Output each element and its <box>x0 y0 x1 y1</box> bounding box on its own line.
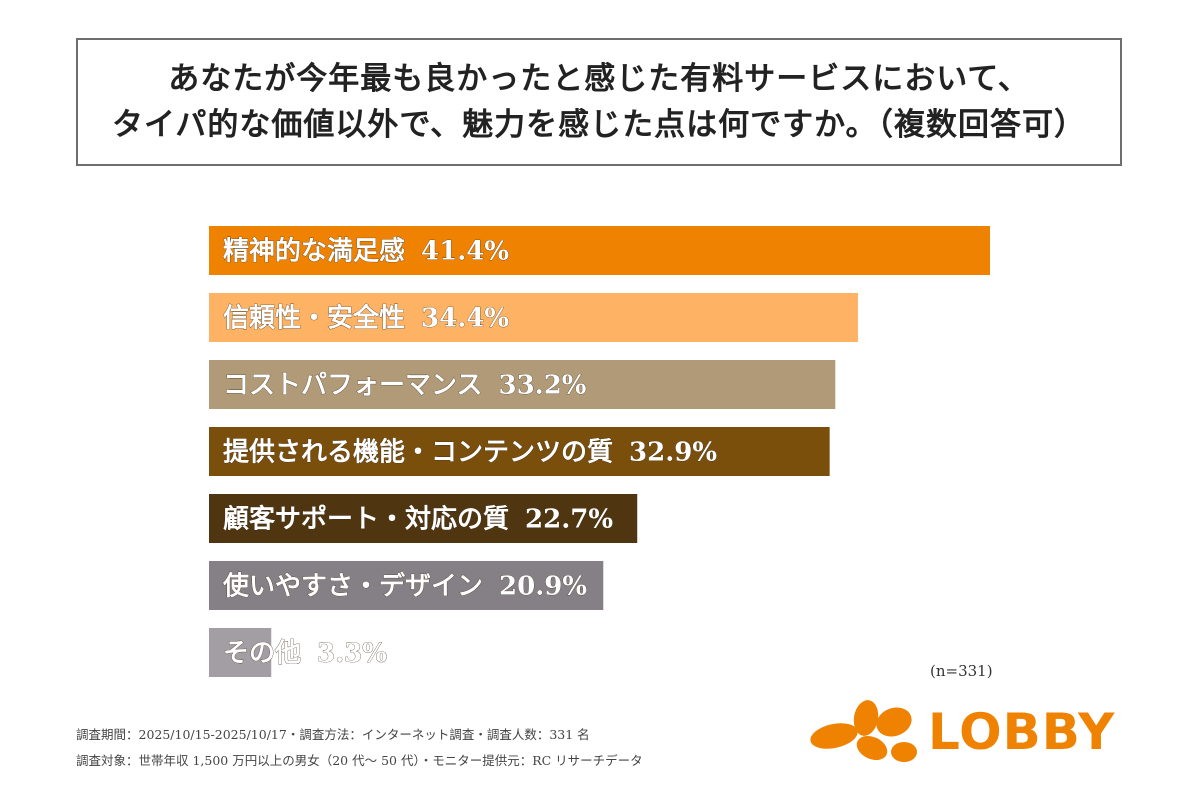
category-label-6: 使いやすさ・デザイン <box>222 571 483 602</box>
value-label-3: 33.2% <box>498 371 586 401</box>
logo-text: LOBBY <box>928 703 1116 761</box>
category-label-1: 精神的な満足感 <box>223 236 405 267</box>
bar-3 <box>209 360 836 409</box>
value-label-6: 20.9% <box>499 572 587 602</box>
bar-7 <box>209 628 272 677</box>
bar-label-7: その他 3.3% <box>223 639 387 669</box>
category-label-5: 顧客サポート・対応の質 <box>223 504 509 535</box>
value-label-7: 3.3% <box>317 639 387 669</box>
value-label-2: 34.4% <box>421 304 509 334</box>
bar-4 <box>209 427 830 476</box>
lobby-leaf-icon <box>810 700 917 762</box>
category-label-4: 提供される機能・コンテンツの質 <box>223 437 613 468</box>
bar-label-6: 使いやすさ・デザイン 20.9% <box>222 571 587 602</box>
bar-1 <box>209 226 990 275</box>
question-title-line-1: あなたが今年最も良かったと感じた有料サービスにおいて、 <box>168 61 1030 97</box>
value-label-4: 32.9% <box>629 438 717 468</box>
survey-footnote-period: 調査期間：2025/10/15-2025/10/17・調査方法：インターネット調… <box>76 727 590 742</box>
bar-label-5: 顧客サポート・対応の質 22.7% <box>223 504 613 535</box>
question-title-box: あなたが今年最も良かったと感じた有料サービスにおいて、 タイパ的な価値以外で、魅… <box>76 38 1122 166</box>
bar-label-2: 信頼性・安全性 34.4% <box>223 303 509 334</box>
category-label-3: コストパフォーマンス <box>223 371 482 401</box>
bar-label-1: 精神的な満足感 41.4% <box>223 236 509 267</box>
value-label-5: 22.7% <box>525 505 613 535</box>
bar-label-3: コストパフォーマンス 33.2% <box>223 371 587 401</box>
category-label-7: その他 <box>223 639 301 669</box>
sample-size-label: (n=331) <box>930 662 993 680</box>
lobby-logo: LOBBY <box>806 696 1126 768</box>
survey-footnote-target: 調査対象：世帯年収 1,500 万円以上の男女（20 代〜 50 代）・モニター… <box>76 753 643 768</box>
category-label-2: 信頼性・安全性 <box>223 303 405 334</box>
question-title-line-2: タイパ的な価値以外で、魅力を感じた点は何ですか。（複数回答可） <box>111 107 1087 143</box>
bar-2 <box>209 293 858 342</box>
bar-6 <box>209 561 604 610</box>
bar-5 <box>209 494 638 543</box>
bar-label-4: 提供される機能・コンテンツの質 32.9% <box>223 437 717 468</box>
value-label-1: 41.4% <box>421 237 509 267</box>
